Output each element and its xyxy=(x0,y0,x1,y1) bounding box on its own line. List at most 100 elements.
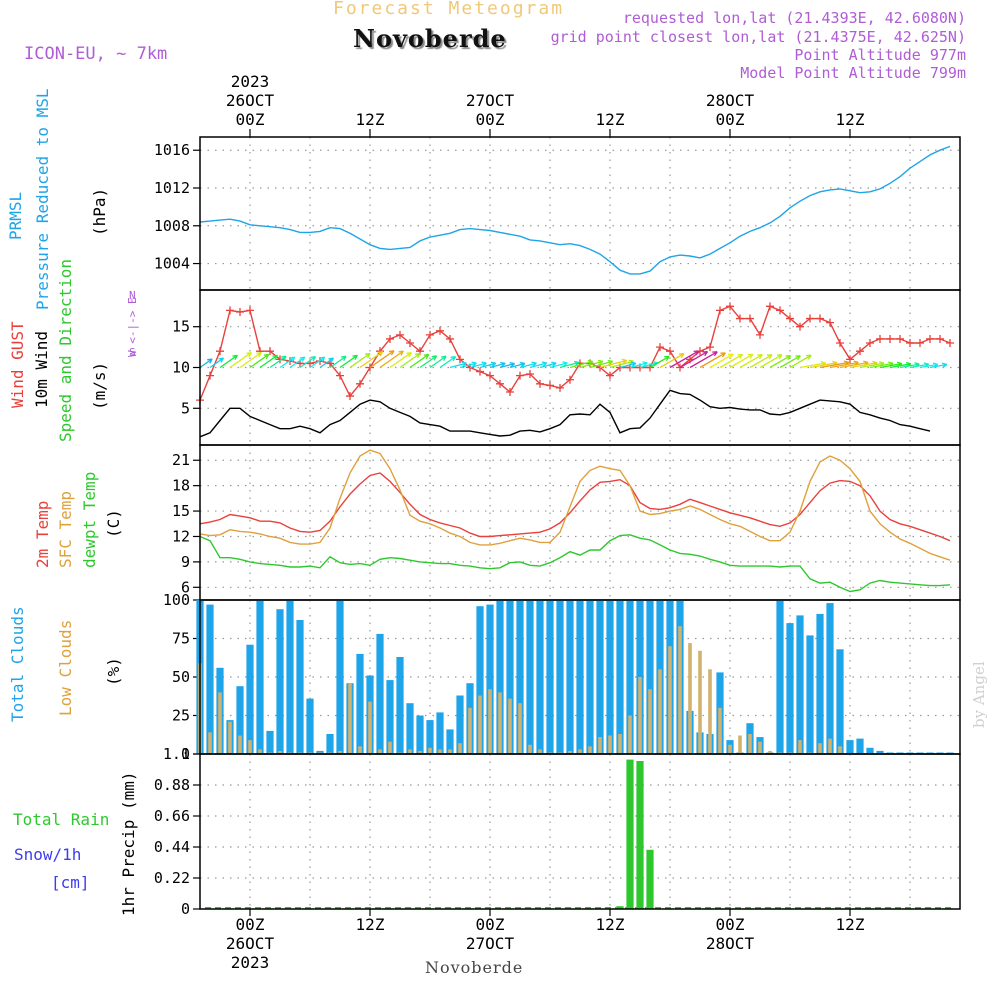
series-line-0 xyxy=(199,145,951,275)
wind-arrow xyxy=(249,353,270,369)
wind-arrow-head xyxy=(757,354,763,360)
wind-arrow xyxy=(429,355,447,369)
bar-0 xyxy=(806,635,814,754)
bar-1 xyxy=(598,737,602,754)
temp-dewpt-label: dewpt Temp xyxy=(80,471,99,568)
wind-arrow xyxy=(209,357,224,369)
top-time-label: 2023 xyxy=(231,72,270,91)
wind-arrow-head xyxy=(531,361,537,367)
wind-arrow xyxy=(579,360,604,369)
bar-0 xyxy=(376,633,384,754)
bar-0 xyxy=(296,620,304,754)
y-tick-label: 12 xyxy=(172,527,190,545)
bar-1 xyxy=(708,669,712,754)
wind-arrow-head xyxy=(541,361,548,367)
gust-point xyxy=(806,314,814,323)
bar-0 xyxy=(566,600,574,754)
wind-arrow-head xyxy=(207,358,213,364)
wind-arrow-head xyxy=(490,361,497,368)
y-tick-label: 21 xyxy=(172,451,190,469)
y-tick-label: 1016 xyxy=(154,141,190,159)
y-tick-label: 25 xyxy=(172,707,190,725)
wind-arrow-head xyxy=(481,361,487,367)
total-rain-label: Total Rain xyxy=(13,810,110,829)
wind-arrow-head xyxy=(776,354,783,360)
bottom-time-label: 12Z xyxy=(356,915,385,934)
wind-arrow-head xyxy=(664,355,670,361)
wind-arrow-head xyxy=(246,351,252,358)
bar-1 xyxy=(538,749,542,754)
temp-2m-label: 2m Temp xyxy=(33,500,52,568)
wind-arrow xyxy=(839,361,869,369)
gust-point xyxy=(826,318,834,327)
top-time-label: 12Z xyxy=(596,110,625,129)
wind-arrow xyxy=(899,363,920,369)
bar-0 xyxy=(846,740,854,754)
top-time-label: 12Z xyxy=(836,110,865,129)
pressure-label-unit: (hPa) xyxy=(90,187,109,236)
wind-arrow-head xyxy=(693,350,700,356)
bar-1 xyxy=(658,669,662,754)
wind-arrow xyxy=(809,362,838,369)
wind-arrow xyxy=(699,352,726,369)
bar-1 xyxy=(228,721,232,754)
bar-1 xyxy=(218,692,222,754)
bar-0 xyxy=(436,712,444,754)
bar-0 xyxy=(416,715,424,754)
bar-0 xyxy=(426,720,434,754)
wind-arrow-head xyxy=(621,358,628,365)
wind-arrow xyxy=(509,362,526,369)
gust-point xyxy=(446,334,454,343)
bar-1 xyxy=(438,749,442,754)
bar-0 xyxy=(626,600,634,754)
y-tick-label: 1012 xyxy=(154,179,190,197)
wind-arrow xyxy=(859,362,885,369)
wind-arrow xyxy=(409,353,430,369)
wind-arrow-head xyxy=(766,354,773,360)
wind-arrow-head xyxy=(450,355,457,362)
wind-arrow-head xyxy=(737,353,744,360)
y-tick-label: 1008 xyxy=(154,217,190,235)
gust-point xyxy=(556,383,564,392)
wind-arrow xyxy=(459,362,477,369)
gust-point xyxy=(436,326,444,335)
bottom-time-label: 28OCT xyxy=(706,934,755,953)
bar-1 xyxy=(428,747,432,754)
bar-1 xyxy=(338,750,342,754)
gust-point xyxy=(506,387,514,396)
wind-arrow xyxy=(829,361,859,369)
bar-0 xyxy=(446,729,454,754)
gust-point xyxy=(606,371,614,380)
bar-0 xyxy=(486,604,494,754)
gust-point xyxy=(486,371,494,380)
wind-arrow-head xyxy=(341,355,347,361)
wind-arrow xyxy=(739,354,763,369)
wind-arrow-head xyxy=(441,355,447,361)
wind-arrow xyxy=(759,354,783,369)
wind-arrow xyxy=(349,352,371,369)
gust-point xyxy=(726,302,734,311)
bar-1 xyxy=(408,749,412,754)
bar-0 xyxy=(626,759,634,909)
bar-0 xyxy=(786,623,794,754)
wind-arrow xyxy=(469,362,487,369)
top-time-label: 00Z xyxy=(716,110,745,129)
wind-arrow xyxy=(239,352,262,369)
bar-0 xyxy=(336,600,344,754)
bottom-time-label: 12Z xyxy=(596,915,625,934)
wind-arrow xyxy=(789,354,812,369)
bar-1 xyxy=(238,735,242,754)
wind-arrow-head xyxy=(414,352,421,359)
bar-0 xyxy=(256,600,264,754)
bar-1 xyxy=(378,749,382,754)
bottom-time-label: 00Z xyxy=(476,915,505,934)
wind-gust-label: Wind GUST xyxy=(8,321,27,408)
wind-arrow-head xyxy=(712,351,718,357)
series-line-1 xyxy=(199,389,931,438)
bar-0 xyxy=(646,600,654,754)
gust-point xyxy=(226,306,234,315)
top-time-label: 28OCT xyxy=(706,91,755,110)
bar-1 xyxy=(508,698,512,754)
footer-station: Novoberde xyxy=(425,958,524,977)
bar-0 xyxy=(276,609,284,754)
